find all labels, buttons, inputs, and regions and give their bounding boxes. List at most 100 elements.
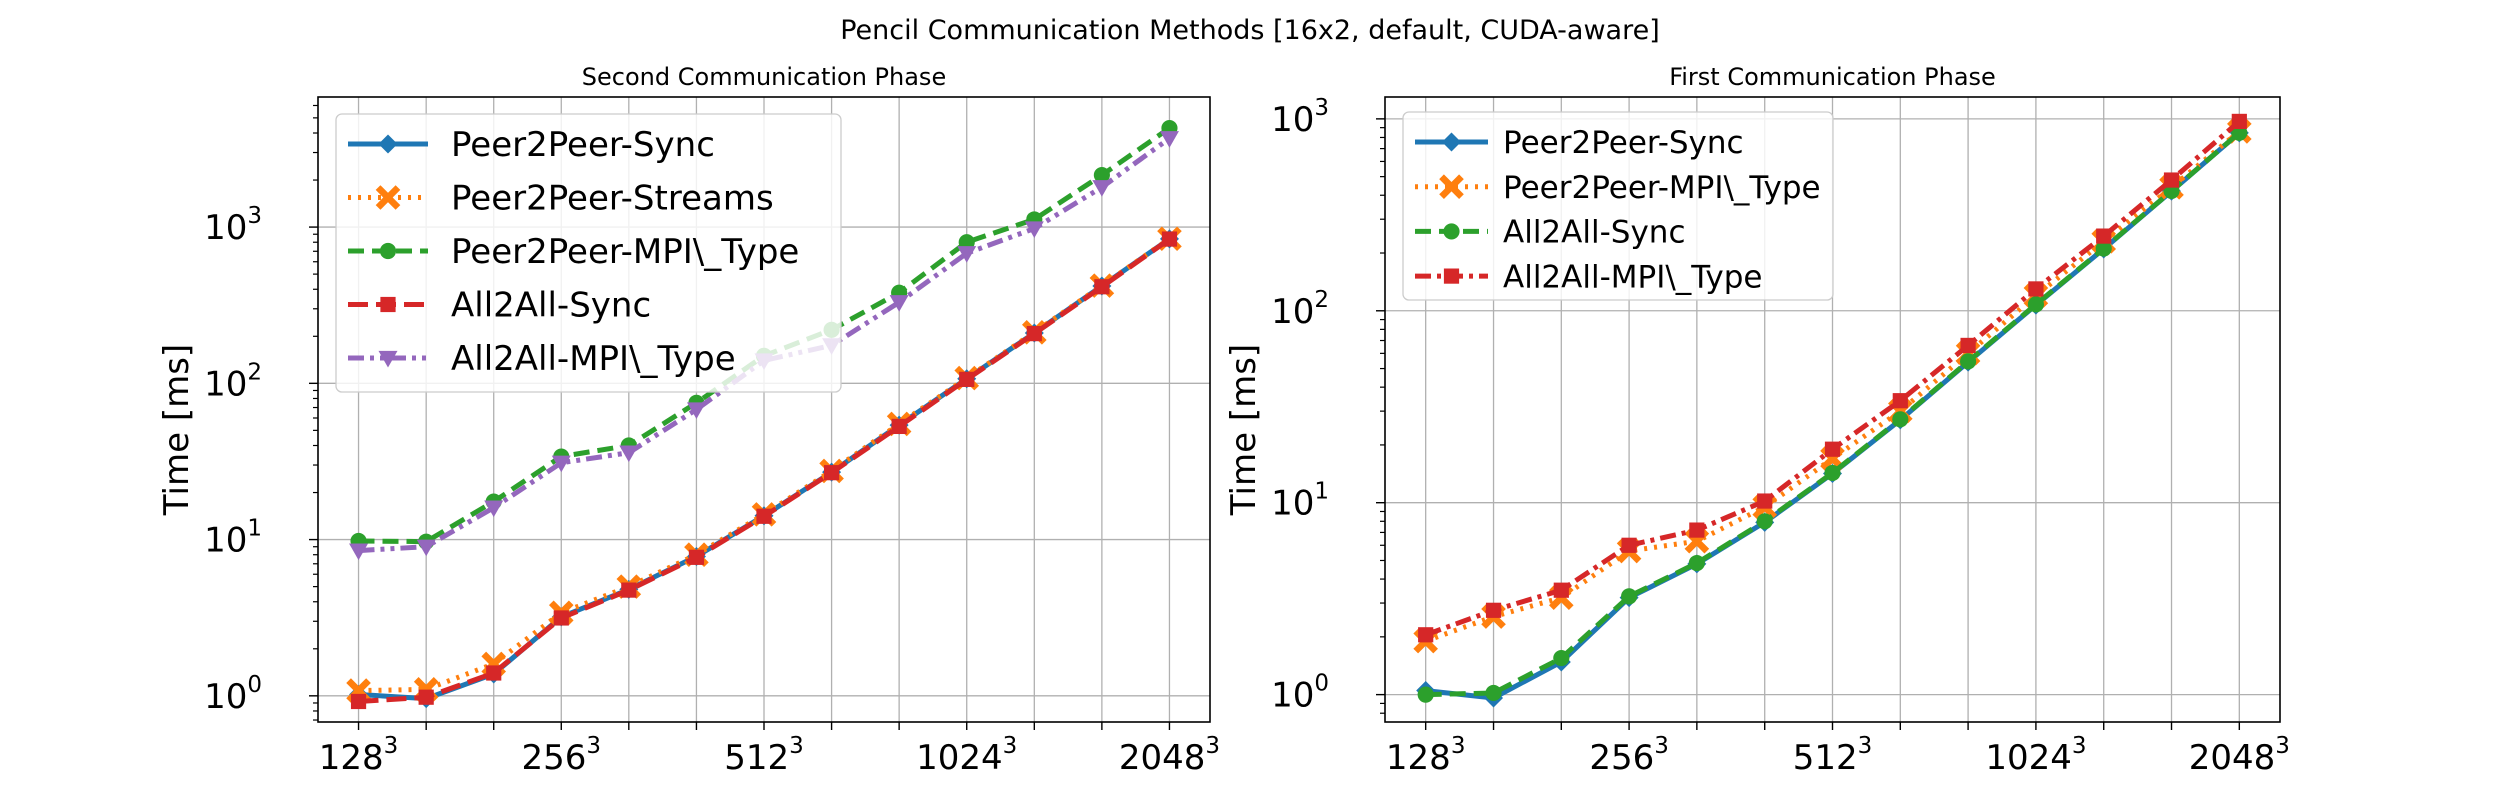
- chart-first-phase: 1283 2563 5123 10243 20483 100 101 102 103 First …: [1224, 63, 2290, 778]
- x-tick-label: 5123: [1793, 733, 1873, 778]
- y-tick-label: 101: [1271, 479, 1329, 524]
- data-point: [2163, 172, 2180, 188]
- legend-frame: [335, 113, 842, 393]
- x-tick-label: 10243: [916, 733, 1017, 778]
- legend-label-peer2peer-mpi-type: Peer2Peer-MPI\_Type: [451, 232, 799, 272]
- series-all2all-sync: [1417, 124, 2248, 703]
- plot-area: [1413, 113, 2252, 708]
- data-point: [1688, 554, 1705, 572]
- axes-title: Second Communication Phase: [582, 63, 946, 91]
- legend-label-all2all-sync: All2All-Sync: [1503, 215, 1686, 251]
- y-tick-label: 102: [204, 359, 262, 404]
- data-point: [2028, 281, 2044, 297]
- series-all2all-sync: [350, 231, 1178, 710]
- y-tick-label: 100: [204, 672, 262, 717]
- data-point: [959, 371, 975, 387]
- legend-label-peer2peer-sync: Peer2Peer-Sync: [1503, 125, 1744, 161]
- legend-marker-all2all-mpi-type: [1443, 268, 1460, 284]
- x-tick-label: 5123: [724, 733, 804, 778]
- data-point: [686, 402, 706, 419]
- data-point: [1485, 602, 1502, 618]
- data-point: [1159, 131, 1179, 148]
- data-point: [1553, 582, 1569, 598]
- data-point: [349, 543, 369, 561]
- data-point: [551, 455, 571, 473]
- chart-second-phase: 1283 2563 5123 10243 20483 100 101 102 103 Second…: [157, 63, 1220, 778]
- legend-label-all2all-mpi-type: All2All-MPI\_Type: [451, 339, 736, 379]
- x-axis: 1283 2563 5123 10243 20483: [319, 722, 1220, 778]
- data-point: [1553, 650, 1570, 667]
- data-point: [2095, 240, 2112, 257]
- data-point: [1093, 167, 1110, 184]
- axes-title: First Communication Phase: [1669, 63, 1996, 91]
- data-point: [1418, 627, 1434, 643]
- x-tick-label: 20483: [1119, 733, 1220, 778]
- x-tick-label: 1283: [319, 733, 399, 778]
- x-tick-label: 20483: [2189, 733, 2290, 778]
- data-point: [1094, 279, 1110, 295]
- legend-marker-peer2peer-sync: [1442, 132, 1461, 152]
- data-point: [1960, 353, 1977, 370]
- plot-area: [346, 120, 1182, 710]
- data-point: [2027, 296, 2044, 313]
- data-point: [1892, 411, 1909, 428]
- y-tick-label: 101: [204, 516, 262, 561]
- legend-marker-peer2peer-mpi-type: [379, 242, 397, 260]
- legend-marker-peer2peer-sync: [378, 134, 398, 154]
- data-point: [553, 610, 569, 626]
- data-point: [1485, 684, 1502, 702]
- data-point: [416, 539, 436, 557]
- data-point: [823, 465, 840, 481]
- legend-marker-peer2peer-streams: [375, 185, 401, 210]
- legend-marker-all2all-mpi-type: [378, 350, 398, 368]
- data-point: [1621, 537, 1637, 553]
- data-point: [1756, 513, 1773, 530]
- figure-title: Pencil Communication Methods [16x2, defa…: [840, 15, 1660, 46]
- data-point: [1161, 231, 1178, 247]
- legend-frame: [1402, 111, 1834, 301]
- data-point: [1621, 588, 1638, 605]
- data-point: [2231, 113, 2247, 130]
- legend-label-peer2peer-streams: Peer2Peer-Streams: [451, 179, 774, 219]
- data-point: [1824, 464, 1841, 481]
- x-tick-label: 2563: [521, 733, 601, 778]
- data-point: [1960, 337, 1976, 354]
- data-point: [484, 500, 504, 518]
- series-all2all-mpi-type: [1418, 113, 2247, 643]
- y-tick-label: 100: [1271, 671, 1329, 716]
- legend: Peer2Peer-Sync Peer2Peer-Streams Peer2Peer…: [335, 113, 842, 393]
- x-tick-label: 1283: [1386, 733, 1466, 778]
- data-point: [957, 246, 977, 263]
- data-point: [1824, 441, 1841, 457]
- data-point: [486, 665, 502, 681]
- legend-label-peer2peer-sync: Peer2Peer-Sync: [451, 125, 715, 165]
- y-tick-label: 102: [1271, 287, 1329, 332]
- legend-label-all2all-mpi-type: All2All-MPI\_Type: [1503, 259, 1763, 295]
- data-point: [1892, 393, 1908, 409]
- data-point: [1757, 493, 1773, 509]
- y-axis-label: Time [ms]: [1224, 344, 1264, 516]
- x-axis: 1283 2563 5123 10243 20483: [1386, 722, 2290, 778]
- legend-marker-all2all-sync: [380, 296, 396, 313]
- y-axis: 100 101 102 103: [204, 203, 318, 717]
- data-point: [2096, 228, 2112, 244]
- y-axis-label: Time [ms]: [157, 344, 197, 516]
- x-tick-label: 10243: [1985, 733, 2086, 778]
- y-minor-ticks: [313, 104, 318, 721]
- data-point: [889, 295, 909, 312]
- data-point: [619, 445, 639, 463]
- data-point: [418, 689, 434, 705]
- y-tick-label: 103: [1271, 95, 1329, 140]
- y-tick-label: 103: [204, 203, 262, 248]
- legend-marker-all2all-sync: [1443, 223, 1460, 240]
- legend: Peer2Peer-Sync Peer2Peer-MPI\_Type All2All…: [1402, 111, 1834, 301]
- data-point: [1689, 522, 1705, 538]
- legend-label-all2all-sync: All2All-Sync: [451, 286, 651, 326]
- y-axis: 100 101 102 103: [1271, 95, 1385, 716]
- data-point: [756, 508, 772, 524]
- data-point: [688, 549, 705, 565]
- legend-marker-peer2peer-mpi-type: [1439, 174, 1464, 200]
- data-point: [891, 418, 907, 435]
- data-point: [1026, 326, 1042, 342]
